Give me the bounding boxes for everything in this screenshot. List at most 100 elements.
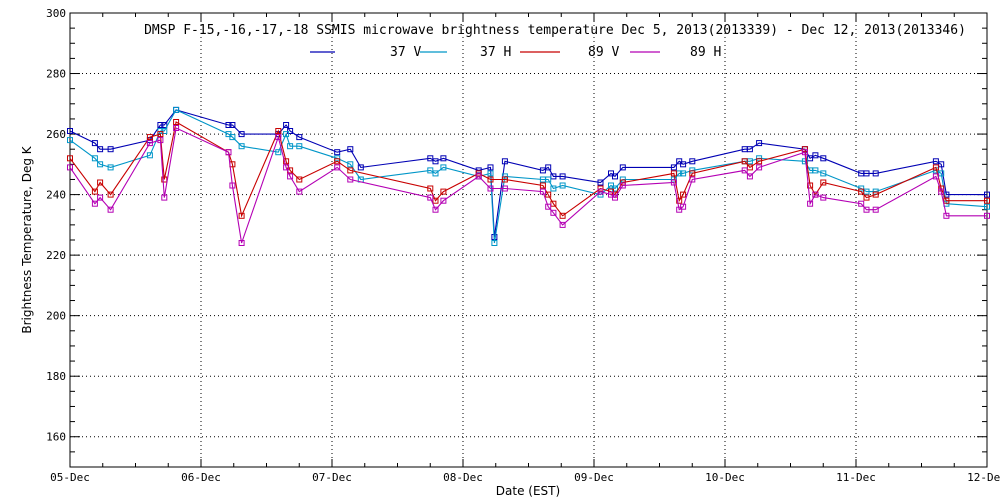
- data-point-89h: [984, 212, 990, 219]
- x-tick-label: 08-Dec: [443, 471, 483, 484]
- data-point-37v: [97, 146, 104, 153]
- data-point-37v: [432, 158, 439, 165]
- data-point-89v: [347, 167, 354, 174]
- data-point-89h: [863, 206, 870, 213]
- data-point-89h: [820, 194, 827, 201]
- x-tick-label: 11-Dec: [836, 471, 876, 484]
- data-point-37h: [680, 170, 687, 177]
- data-point-89h: [932, 173, 939, 180]
- data-point-89v: [296, 176, 303, 183]
- series-group: [67, 106, 990, 246]
- data-point-37v: [746, 146, 753, 153]
- x-axis-label: Date (EST): [496, 484, 560, 498]
- legend-label-89v: 89 V: [588, 45, 619, 60]
- data-point-37h: [487, 170, 494, 177]
- data-point-89h: [670, 179, 677, 186]
- data-point-37v: [501, 158, 508, 165]
- data-point-89v: [680, 191, 687, 198]
- data-point-37v: [357, 164, 364, 171]
- data-point-89h: [296, 188, 303, 195]
- data-point-89h: [67, 164, 73, 171]
- data-point-89v: [432, 197, 439, 204]
- y-tick-label: 160: [46, 431, 66, 444]
- data-point-89v: [676, 197, 683, 204]
- data-point-37v: [863, 170, 870, 177]
- chart-title: DMSP F-15,-16,-17,-18 SSMIS microwave br…: [144, 23, 966, 38]
- series-line-89h: [69, 127, 987, 244]
- y-tick-label: 200: [46, 310, 66, 323]
- y-tick-label: 240: [46, 189, 66, 202]
- data-point-37v: [225, 122, 232, 128]
- grid: [70, 13, 987, 467]
- data-point-37h: [157, 128, 164, 134]
- y-tick-label: 280: [46, 68, 66, 81]
- data-point-37h: [296, 143, 303, 150]
- data-point-89h: [347, 176, 354, 183]
- data-point-89v: [173, 119, 180, 125]
- data-point-89v: [67, 155, 73, 162]
- data-point-89h: [487, 185, 494, 192]
- data-point-89h: [432, 206, 439, 213]
- data-point-89v: [741, 158, 748, 165]
- data-point-37v: [161, 122, 168, 128]
- plot-frame: [69, 12, 988, 468]
- data-point-37v: [487, 164, 494, 171]
- data-point-89v: [689, 170, 696, 177]
- data-point-89h: [872, 206, 879, 213]
- legend-label-37v: 37 V: [390, 45, 421, 60]
- data-point-37v: [157, 122, 164, 128]
- data-point-89v: [943, 197, 950, 204]
- data-point-89h: [550, 209, 557, 216]
- data-point-37h: [347, 161, 354, 168]
- data-point-89v: [157, 131, 164, 138]
- data-point-89h: [938, 188, 945, 195]
- data-point-37v: [597, 179, 604, 186]
- data-point-89h: [91, 200, 98, 207]
- data-point-89h: [559, 221, 566, 228]
- data-point-37h: [146, 152, 153, 159]
- y-tick-label: 220: [46, 249, 66, 262]
- data-point-37v: [238, 131, 245, 138]
- data-point-89v: [756, 158, 763, 165]
- data-point-37v: [984, 191, 990, 198]
- data-point-37v: [440, 155, 447, 162]
- legend-label-89h: 89 H: [690, 45, 721, 60]
- legend: 37 V 37 H 89 V 89 H: [310, 45, 721, 60]
- axis-ticks: 05-Dec 06-Dec 07-Dec 08-Dec 09-Dec 10-Dec 11-D…: [46, 7, 1000, 484]
- data-point-37h: [238, 143, 245, 150]
- data-point-37v: [689, 158, 696, 165]
- data-point-37h: [812, 167, 819, 174]
- data-point-89v: [275, 128, 282, 134]
- data-point-89h: [173, 125, 180, 131]
- data-point-37h: [559, 182, 566, 189]
- data-point-89v: [858, 188, 865, 195]
- data-point-89v: [440, 188, 447, 195]
- data-point-89h: [287, 173, 294, 180]
- data-point-89h: [812, 191, 819, 198]
- data-point-89h: [539, 188, 546, 195]
- data-point-37v: [287, 128, 294, 134]
- data-point-89v: [807, 182, 814, 189]
- data-point-37h: [67, 137, 73, 144]
- data-point-89h: [97, 194, 104, 201]
- data-point-89h: [858, 200, 865, 207]
- data-point-37v: [550, 173, 557, 180]
- data-point-89v: [539, 182, 546, 189]
- data-point-37v: [670, 164, 677, 171]
- data-point-37h: [161, 128, 168, 134]
- legend-label-37h: 37 H: [480, 45, 511, 60]
- data-point-37v: [756, 140, 763, 147]
- data-point-89h: [501, 185, 508, 192]
- data-point-89h: [619, 182, 626, 189]
- series-89h: [67, 125, 990, 246]
- data-point-37h: [283, 131, 290, 138]
- y-tick-label: 180: [46, 370, 66, 383]
- x-tick-label: 09-Dec: [574, 471, 614, 484]
- data-point-89h: [475, 173, 482, 180]
- data-point-89v: [501, 176, 508, 183]
- data-point-37h: [173, 106, 180, 113]
- data-point-89h: [756, 164, 763, 171]
- data-point-37h: [545, 176, 552, 183]
- data-point-89v: [863, 194, 870, 201]
